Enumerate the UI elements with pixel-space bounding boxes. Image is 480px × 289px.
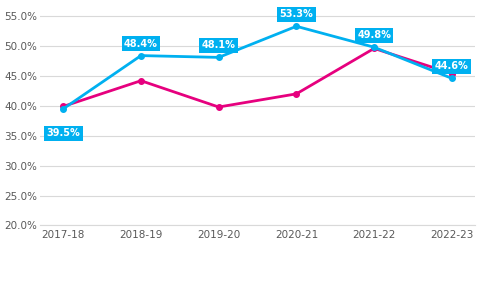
- Text: 48.4%: 48.4%: [124, 39, 157, 49]
- Text: 39.5%: 39.5%: [46, 128, 80, 138]
- Text: 44.6%: 44.6%: [434, 61, 468, 71]
- Text: 48.1%: 48.1%: [201, 40, 235, 51]
- Text: 49.8%: 49.8%: [357, 30, 390, 40]
- Text: 53.3%: 53.3%: [279, 9, 312, 19]
